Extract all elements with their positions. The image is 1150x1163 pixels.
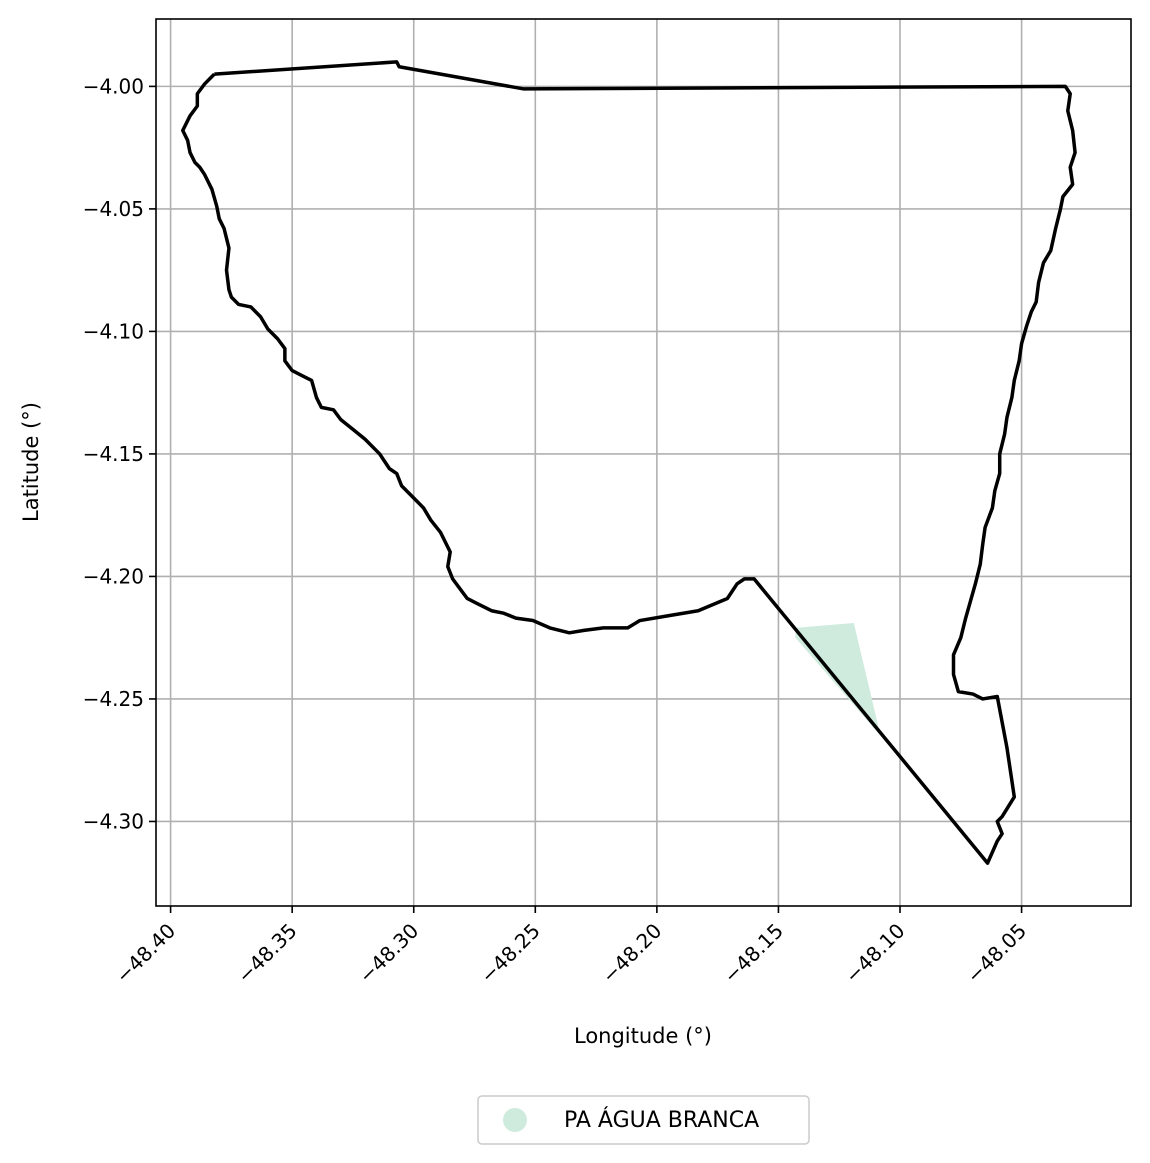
municipality-boundary-line — [180, 60, 1077, 865]
y-axis-label: Latitude (°) — [19, 402, 43, 522]
x-tick-label: −48.20 — [597, 919, 666, 988]
x-tick-label: −48.10 — [840, 919, 909, 988]
map-shapes — [180, 60, 1077, 865]
y-tick-label: −4.05 — [83, 197, 144, 221]
x-axis-ticks: −48.40 −48.35 −48.30 −48.25 −48.20 −48.15 −48.… — [111, 906, 1031, 988]
x-tick-label: −48.05 — [962, 919, 1031, 988]
x-tick-label: −48.30 — [354, 919, 423, 988]
x-tick-label: −48.15 — [719, 919, 788, 988]
legend-box — [477, 1095, 810, 1145]
y-axis-ticks: −4.00 −4.05 −4.10 −4.15 −4.20 −4.25 −4.30 — [83, 74, 156, 833]
legend-marker — [503, 1108, 527, 1132]
x-axis-label: Longitude (°) — [574, 1024, 712, 1048]
y-tick-label: −4.15 — [83, 442, 144, 466]
legend-label: PA ÁGUA BRANCA — [564, 1107, 759, 1133]
grid-lines — [156, 19, 1131, 906]
y-tick-label: −4.20 — [83, 564, 144, 588]
x-tick-label: −48.35 — [232, 919, 301, 988]
x-tick-label: −48.40 — [111, 919, 180, 988]
y-tick-label: −4.25 — [83, 687, 144, 711]
x-tick-label: −48.25 — [476, 919, 545, 988]
plot-frame — [155, 18, 1132, 907]
y-tick-label: −4.30 — [83, 809, 144, 833]
legend: PA ÁGUA BRANCA — [477, 1095, 810, 1145]
y-tick-label: −4.00 — [83, 74, 144, 98]
y-tick-label: −4.10 — [83, 319, 144, 343]
